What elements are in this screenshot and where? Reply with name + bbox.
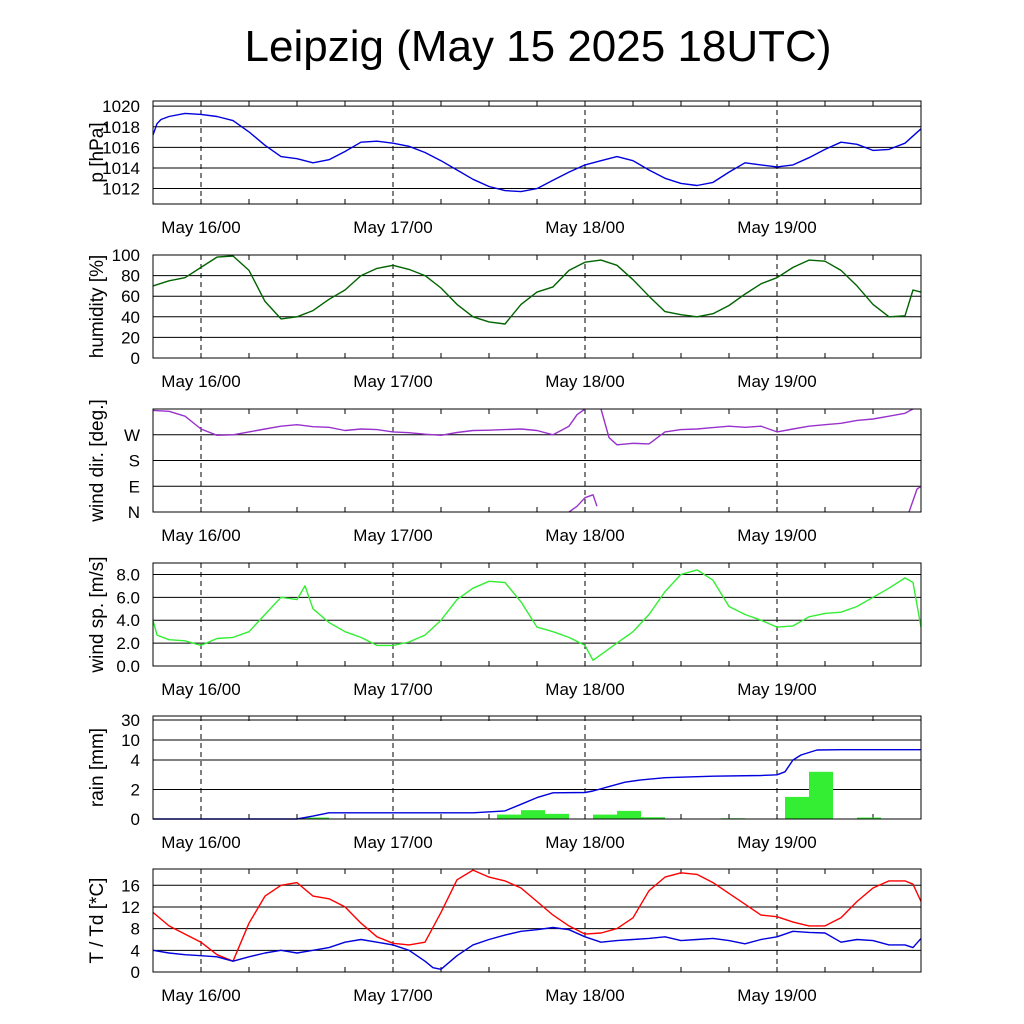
- wind-direction-series-line-3: [600, 408, 914, 446]
- humidity-frame: [152, 254, 922, 359]
- wind-speed-y-tick-label: 8.0: [116, 565, 140, 584]
- temperature-y-tick-label: 8: [131, 920, 140, 939]
- wind-speed-panel: 0.0 2.0 4.0 6.0 8.0 May 16/00 May 17/00 May 18/…: [87, 556, 922, 699]
- temperature-y-tick-label: 0: [131, 963, 140, 982]
- rain-bar: [641, 817, 665, 819]
- humidity-y-tick-label: 60: [121, 287, 140, 306]
- humidity-y-tick-label: 20: [121, 328, 140, 347]
- humidity-y-tick-label: 0: [131, 349, 140, 368]
- rain-bar: [545, 813, 569, 819]
- humidity-x-tick-label: May 19/00: [737, 372, 816, 391]
- rain-frame: [152, 715, 922, 820]
- temperature-x-tick-label: May 19/00: [737, 986, 816, 1005]
- pressure-series-line-1: [152, 112, 922, 193]
- wind-speed-x-tick-label: May 18/00: [545, 680, 624, 699]
- rain-bar: [617, 810, 641, 819]
- wind-direction-series-line-1: [152, 408, 586, 436]
- rain-bar: [593, 814, 617, 819]
- wind-direction-y-axis-label: wind dir. [deg.]: [87, 399, 108, 523]
- temperature-panel: 0 4 8 12 16 May 16/00 May 17/00 May 18/00 May 19…: [87, 868, 922, 1005]
- pressure-x-tick-label: May 16/00: [161, 218, 240, 237]
- temperature-frame: [152, 868, 922, 973]
- chart-title: Leipzig (May 15 2025 18UTC): [244, 22, 832, 71]
- rain-y-tick-label: 30: [121, 711, 140, 730]
- pressure-x-tick-label: May 18/00: [545, 218, 624, 237]
- pressure-y-tick-label: 1018: [102, 118, 140, 137]
- wind-direction-series-line-4: [908, 485, 922, 513]
- rain-y-axis-label: rain [mm]: [87, 728, 108, 807]
- temperature-series-line-1: [152, 869, 922, 962]
- rain-bar: [305, 817, 329, 819]
- rain-series-line-1: [153, 749, 921, 820]
- humidity-y-axis-label: humidity [%]: [87, 255, 108, 358]
- rain-bar: [857, 817, 881, 819]
- humidity-x-tick-label: May 18/00: [545, 372, 624, 391]
- humidity-x-tick-label: May 17/00: [353, 372, 432, 391]
- wind-direction-y-tick-label: W: [124, 426, 140, 445]
- humidity-y-tick-label: 80: [121, 267, 140, 286]
- wind-direction-y-tick-label: N: [128, 503, 140, 522]
- rain-y-tick-label: 2: [131, 781, 140, 800]
- rain-bar: [521, 810, 545, 819]
- temperature-x-tick-label: May 18/00: [545, 986, 624, 1005]
- rain-y-tick-label: 4: [131, 751, 140, 770]
- wind-direction-y-tick-label: E: [129, 477, 140, 496]
- wind-speed-x-tick-label: May 16/00: [161, 680, 240, 699]
- wind-direction-y-tick-label: S: [129, 452, 140, 471]
- temperature-series-line-2: [152, 926, 922, 970]
- wind-direction-series-line-2: [568, 494, 598, 513]
- rain-x-tick-label: May 16/00: [161, 833, 240, 852]
- humidity-y-tick-label: 100: [112, 246, 140, 265]
- rain-x-tick-label: May 17/00: [353, 833, 432, 852]
- temperature-y-tick-label: 4: [131, 941, 140, 960]
- wind-speed-y-axis-label: wind sp. [m/s]: [87, 556, 108, 673]
- pressure-y-tick-label: 1014: [102, 159, 140, 178]
- wind-speed-y-tick-label: 4.0: [116, 611, 140, 630]
- wind-speed-x-tick-label: May 17/00: [353, 680, 432, 699]
- temperature-y-tick-label: 16: [121, 876, 140, 895]
- wind-direction-frame: [152, 408, 922, 513]
- rain-bar: [785, 796, 809, 819]
- humidity-y-tick-label: 40: [121, 308, 140, 327]
- wind-speed-series-line-1: [152, 569, 922, 661]
- wind-speed-y-tick-label: 2.0: [116, 634, 140, 653]
- temperature-y-axis-label: T / Td [*C]: [87, 878, 108, 964]
- rain-y-tick-label: 0: [131, 810, 140, 829]
- temperature-x-tick-label: May 17/00: [353, 986, 432, 1005]
- rain-y-tick-label: 10: [121, 731, 140, 750]
- wind-direction-x-tick-label: May 19/00: [737, 526, 816, 545]
- temperature-y-tick-label: 12: [121, 898, 140, 917]
- wind-speed-frame: [152, 562, 922, 667]
- pressure-y-tick-label: 1016: [102, 138, 140, 157]
- rain-bar: [497, 814, 521, 819]
- wind-direction-x-tick-label: May 18/00: [545, 526, 624, 545]
- wind-direction-x-tick-label: May 16/00: [161, 526, 240, 545]
- pressure-frame: [152, 100, 922, 205]
- pressure-x-tick-label: May 17/00: [353, 218, 432, 237]
- wind-speed-x-tick-label: May 19/00: [737, 680, 816, 699]
- pressure-y-tick-label: 1020: [102, 97, 140, 116]
- wind-direction-x-tick-label: May 17/00: [353, 526, 432, 545]
- wind-speed-y-tick-label: 0.0: [116, 657, 140, 676]
- humidity-series-line-1: [152, 255, 922, 325]
- pressure-x-tick-label: May 19/00: [737, 218, 816, 237]
- pressure-y-tick-label: 1012: [102, 180, 140, 199]
- rain-x-tick-label: May 19/00: [737, 833, 816, 852]
- wind-speed-y-tick-label: 6.0: [116, 588, 140, 607]
- humidity-x-tick-label: May 16/00: [161, 372, 240, 391]
- rain-x-tick-label: May 18/00: [545, 833, 624, 852]
- temperature-x-tick-label: May 16/00: [161, 986, 240, 1005]
- pressure-y-axis-label: p [hPa]: [87, 122, 108, 182]
- rain-bar: [809, 771, 833, 819]
